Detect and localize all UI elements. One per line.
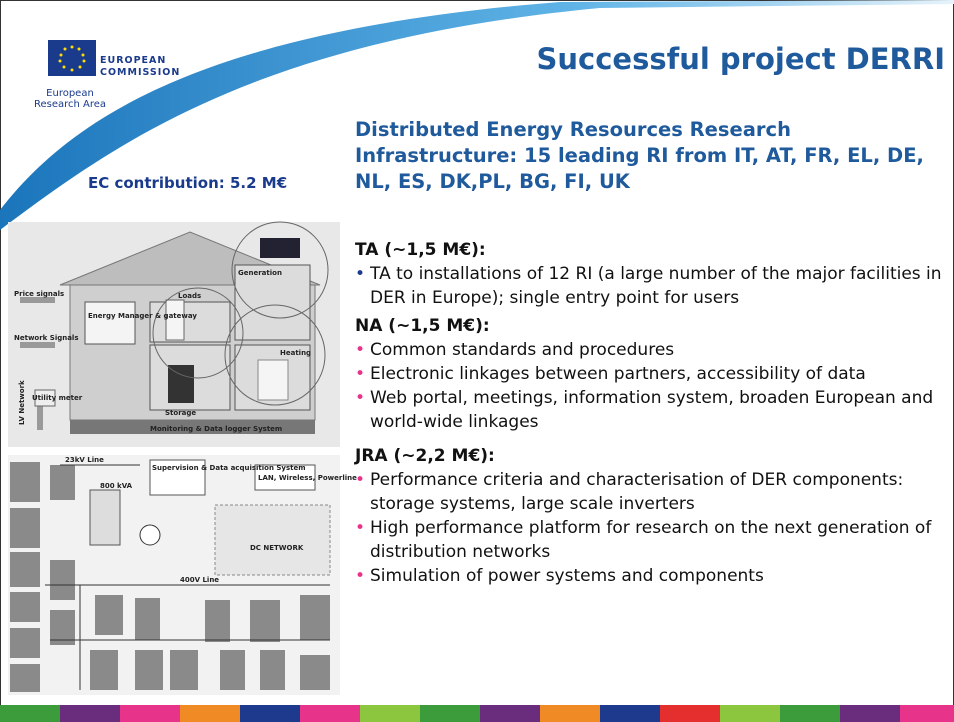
slide-title: Successful project DERRI	[470, 42, 945, 76]
diagram-label: Price signals	[14, 290, 64, 298]
diagram-label: DC NETWORK	[250, 544, 304, 552]
bullet-text: Web portal, meetings, information system…	[370, 388, 933, 432]
subtitle: Distributed Energy Resources Research In…	[355, 117, 945, 195]
diagram-label: 400V Line	[180, 576, 219, 584]
diagram-label: LAN, Wireless, Powerline	[258, 474, 357, 482]
diagram-label: Loads	[178, 292, 201, 300]
logo-text: COMMISSION	[100, 67, 180, 78]
diagram-label: Storage	[165, 409, 196, 417]
diagram-label: Generation	[238, 269, 282, 277]
diagram-label: Energy Manager & gateway	[88, 312, 197, 320]
color-stripe	[0, 705, 954, 722]
bullet-dot: •	[355, 262, 365, 286]
diagram-label: 800 kVA	[100, 482, 133, 490]
diagram-label: Heating	[280, 349, 311, 357]
diagram-label: 23kV Line	[65, 456, 104, 464]
logo-text: EUROPEAN	[100, 55, 166, 66]
bullet-dot: •	[355, 516, 365, 540]
bullet-dot: •	[355, 468, 365, 492]
body-text: TA (~1,5 M€):•TA to installations of 12 …	[355, 234, 947, 588]
bullet-dot: •	[355, 564, 365, 588]
section-heading: NA (~1,5 M€):	[355, 314, 947, 338]
bullet-text: Simulation of power systems and componen…	[370, 566, 764, 586]
bullet-dot: •	[355, 338, 365, 362]
bullet: •TA to installations of 12 RI (a large n…	[355, 262, 947, 310]
bullet-text: Electronic linkages between partners, ac…	[370, 364, 866, 384]
diagram-label: Network Signals	[14, 334, 79, 342]
network-diagram	[8, 455, 340, 695]
logo-subtext: European Research Area	[30, 88, 110, 110]
bullet-text: High performance platform for research o…	[370, 518, 931, 562]
section-heading: TA (~1,5 M€):	[355, 238, 947, 262]
diagram-label: LV Network	[18, 380, 26, 425]
ec-contribution: EC contribution: 5.2 M€	[88, 174, 287, 192]
bullet-text: TA to installations of 12 RI (a large nu…	[370, 264, 942, 308]
slide: Price signals Network Signals Energy Manag…	[0, 0, 954, 722]
bullet: •Common standards and procedures	[355, 338, 947, 362]
bullet-dot: •	[355, 362, 365, 386]
bullet-text: Performance criteria and characterisatio…	[370, 470, 903, 514]
diagram-label: Monitoring & Data logger System	[150, 425, 282, 433]
bullet: •Electronic linkages between partners, a…	[355, 362, 947, 386]
bullet: •Performance criteria and characterisati…	[355, 468, 947, 516]
bullet: •Simulation of power systems and compone…	[355, 564, 947, 588]
bullet: •High performance platform for research …	[355, 516, 947, 564]
diagram-label: Utility meter	[32, 394, 83, 402]
diagram-label: Supervision & Data acquisition System	[152, 464, 306, 472]
bullet: •Web portal, meetings, information syste…	[355, 386, 947, 434]
swoosh	[0, 0, 954, 230]
section-heading: JRA (~2,2 M€):	[355, 444, 947, 468]
bullet-text: Common standards and procedures	[370, 340, 674, 360]
bullet-dot: •	[355, 386, 365, 410]
